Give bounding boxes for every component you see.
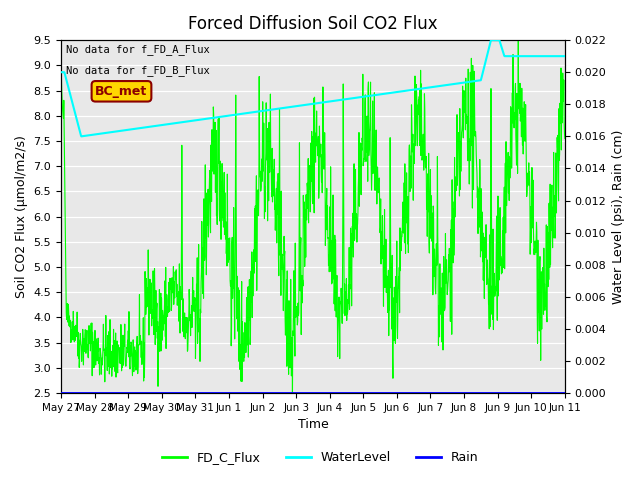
Legend: FD_C_Flux, WaterLevel, Rain: FD_C_Flux, WaterLevel, Rain xyxy=(157,446,483,469)
Text: No data for f_FD_B_Flux: No data for f_FD_B_Flux xyxy=(66,65,210,76)
Title: Forced Diffusion Soil CO2 Flux: Forced Diffusion Soil CO2 Flux xyxy=(188,15,438,33)
Y-axis label: Water Level (psi), Rain (cm): Water Level (psi), Rain (cm) xyxy=(612,130,625,304)
Text: BC_met: BC_met xyxy=(95,85,148,98)
X-axis label: Time: Time xyxy=(298,419,328,432)
Y-axis label: Soil CO2 Flux (µmol/m2/s): Soil CO2 Flux (µmol/m2/s) xyxy=(15,135,28,298)
Text: No data for f_FD_A_Flux: No data for f_FD_A_Flux xyxy=(66,44,210,55)
